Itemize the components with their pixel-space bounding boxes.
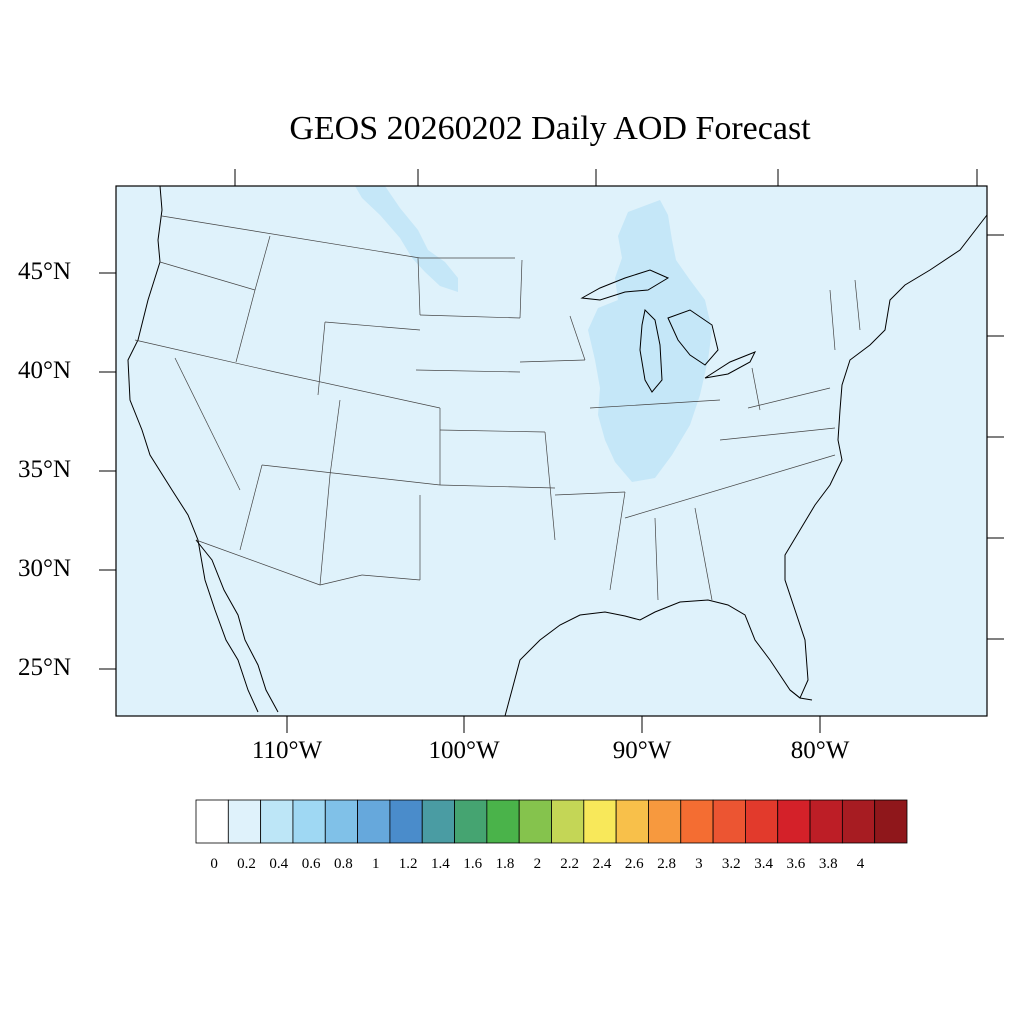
lon-label-80w: 80°W (790, 737, 850, 764)
aod-plume-great-lakes (588, 200, 712, 482)
lake-michigan (639, 308, 663, 393)
colorbar-label-14: 2.8 (657, 856, 676, 872)
left-ticks (99, 272, 116, 670)
state-boundaries (134, 215, 861, 601)
colorbar-label-4: 0.8 (334, 856, 353, 872)
colorbar-bin-13 (615, 799, 649, 844)
colorbar-bin-6 (389, 799, 423, 844)
lon-label-90w: 90°W (612, 737, 672, 764)
lat-label-45: 45°N (18, 258, 72, 285)
colorbar-label-1: 0.2 (237, 856, 256, 872)
colorbar-label-18: 3.6 (786, 856, 806, 872)
colorbar-bin-3 (292, 799, 326, 844)
lat-label-30: 30°N (18, 555, 72, 582)
map-title: GEOS 20260202 Daily AOD Forecast (289, 110, 811, 147)
lake-huron (667, 309, 719, 366)
lat-label-35: 35°N (18, 456, 72, 483)
colorbar-label-7: 1.4 (431, 856, 450, 872)
colorbar-label-17: 3.4 (754, 856, 773, 872)
colorbar-label-8: 1.6 (463, 856, 483, 872)
colorbar-bin-19 (809, 799, 843, 844)
baja-coast (195, 539, 279, 713)
colorbar-label-6: 1.2 (398, 856, 418, 872)
gulf-coast (504, 214, 988, 717)
colorbar-bin-20 (841, 799, 876, 844)
colorbar-bin-12 (583, 799, 617, 844)
right-ticks (987, 234, 1004, 640)
colorbar-label-16: 3.2 (721, 856, 741, 872)
colorbar-label-2: 0.4 (269, 856, 289, 872)
colorbar (195, 799, 908, 844)
colorbar-bin-17 (745, 799, 779, 844)
colorbar-bin-21 (874, 799, 908, 844)
colorbar-label-11: 2.2 (560, 856, 580, 872)
colorbar-label-15: 3 (695, 856, 703, 872)
bottom-ticks (286, 716, 821, 733)
colorbar-bin-9 (486, 799, 520, 844)
colorbar-label-12: 2.4 (592, 856, 612, 872)
colorbar-bin-5 (357, 799, 391, 844)
colorbar-bin-8 (454, 799, 488, 844)
lon-label-100w: 100°W (428, 737, 500, 764)
aod-plume-northern-plains (355, 186, 458, 292)
colorbar-bin-2 (260, 799, 294, 844)
lake-superior (580, 269, 670, 301)
colorbar-bin-10 (518, 799, 552, 844)
colorbar-bin-7 (421, 799, 455, 844)
colorbar-bin-11 (551, 799, 585, 844)
lat-label-40: 40°N (18, 357, 72, 384)
colorbar-bin-4 (324, 799, 358, 844)
colorbar-label-3: 0.6 (301, 856, 321, 872)
lat-label-25: 25°N (18, 654, 72, 681)
colorbar-bin-1 (227, 799, 262, 844)
colorbar-bin-15 (680, 799, 714, 844)
map-frame (115, 185, 988, 717)
florida-keys (789, 689, 813, 701)
map-background (116, 186, 987, 716)
colorbar-label-5: 1 (372, 856, 380, 872)
lake-erie (704, 351, 757, 379)
lon-label-110w: 110°W (251, 737, 323, 764)
colorbar-label-9: 1.8 (495, 856, 515, 872)
colorbar-bin-18 (777, 799, 811, 844)
colorbar-label-0: 0 (210, 856, 218, 872)
top-ticks (234, 169, 978, 186)
colorbar-label-13: 2.6 (624, 856, 644, 872)
colorbar-bin-14 (648, 799, 682, 844)
colorbar-label-10: 2 (533, 856, 542, 872)
colorbar-bin-16 (712, 799, 746, 844)
colorbar-bin-0 (195, 799, 229, 844)
colorbar-label-19: 3.8 (818, 856, 838, 872)
colorbar-label-20: 4 (856, 856, 865, 872)
